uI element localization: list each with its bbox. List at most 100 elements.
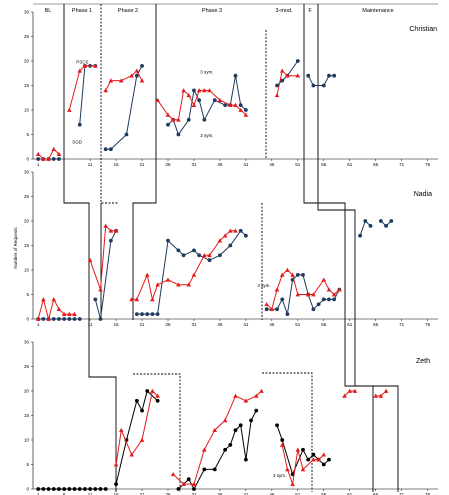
data-point — [233, 428, 238, 433]
data-point — [306, 457, 311, 462]
data-point — [166, 122, 170, 127]
data-point — [207, 253, 212, 258]
x-tick-label: 16 — [114, 162, 120, 167]
data-point — [41, 297, 46, 302]
data-point — [202, 467, 207, 472]
data-point — [331, 292, 337, 297]
data-point — [36, 157, 41, 161]
data-point — [150, 297, 155, 302]
data-point — [295, 59, 300, 63]
x-tick-label: 61 — [347, 322, 353, 327]
y-tick-label: 15 — [24, 83, 30, 88]
y-tick-label: 5 — [26, 292, 29, 297]
data-point — [223, 103, 228, 107]
plot-area — [33, 172, 438, 319]
x-tick-label: 76 — [425, 162, 431, 167]
data-point — [197, 98, 202, 103]
data-point — [238, 107, 243, 112]
data-point — [197, 253, 202, 258]
data-point — [170, 472, 176, 477]
data-point — [67, 317, 72, 321]
data-point — [129, 452, 134, 457]
data-point — [269, 306, 275, 312]
x-tick-label: 6 — [63, 492, 66, 495]
data-point — [113, 462, 119, 467]
data-point — [192, 248, 196, 253]
x-tick-label: 26 — [165, 492, 171, 495]
y-axis-label: Number of Requests — [13, 227, 18, 269]
data-point — [191, 102, 197, 107]
data-point — [233, 73, 238, 78]
data-point — [51, 317, 56, 321]
x-tick-label: 51 — [295, 162, 301, 167]
data-point — [67, 107, 72, 112]
data-point — [253, 393, 259, 398]
data-point — [57, 487, 61, 491]
data-point — [67, 311, 72, 316]
phase-label-f: F — [308, 8, 312, 14]
data-point — [243, 108, 248, 112]
data-point — [155, 97, 160, 103]
data-point — [93, 297, 98, 302]
series-line — [115, 390, 158, 485]
y-tick-label: 20 — [24, 59, 30, 64]
data-point — [212, 98, 217, 103]
y-tick-label: 10 — [24, 108, 30, 113]
annotation: 3 sym. — [200, 133, 213, 138]
data-point — [57, 317, 61, 321]
phase-change-line — [133, 373, 181, 492]
data-point — [155, 312, 160, 316]
y-tick-label: 25 — [24, 364, 30, 369]
x-tick-label: 76 — [425, 492, 431, 495]
y-tick-label: 5 — [26, 132, 29, 137]
x-tick-label: 1 — [37, 162, 40, 167]
data-point — [222, 233, 228, 238]
data-point — [77, 487, 82, 491]
data-point — [342, 393, 347, 398]
x-tick-label: 31 — [191, 162, 197, 167]
data-point — [290, 272, 295, 277]
data-point — [347, 388, 353, 393]
data-point — [61, 311, 67, 316]
data-point — [243, 398, 249, 403]
x-tick-label: 31 — [191, 492, 197, 495]
data-point — [103, 487, 108, 491]
data-point — [321, 462, 326, 467]
data-point — [103, 147, 108, 152]
y-tick-label: 0 — [26, 157, 29, 162]
data-point — [140, 312, 144, 316]
data-point — [238, 228, 243, 233]
x-tick-label: 21 — [140, 492, 146, 495]
data-point — [181, 481, 186, 486]
annotation: PSCS — [76, 59, 88, 64]
data-point — [98, 287, 103, 292]
data-point — [88, 487, 93, 491]
data-point — [41, 317, 46, 321]
y-tick-label: 15 — [24, 413, 30, 418]
data-point — [254, 408, 259, 413]
data-point — [93, 487, 98, 491]
data-point — [378, 393, 384, 398]
data-point — [327, 297, 331, 302]
participant-zeth: Zeth — [416, 358, 430, 365]
data-point — [332, 73, 337, 78]
data-point — [243, 457, 248, 462]
phase-change-line — [317, 203, 356, 386]
phase-change-line — [262, 372, 313, 492]
data-point — [305, 292, 311, 297]
x-tick-label: 51 — [295, 492, 301, 495]
x-tick-label: 51 — [295, 322, 301, 327]
data-point — [165, 277, 171, 282]
data-point — [275, 307, 279, 312]
data-point — [56, 151, 62, 156]
data-point — [98, 487, 103, 491]
x-tick-label: 61 — [347, 162, 353, 167]
data-point — [155, 282, 160, 287]
series-line — [172, 390, 262, 485]
annotation: 3 sym. — [257, 283, 270, 288]
data-point — [306, 73, 311, 78]
data-point — [46, 156, 51, 161]
data-point — [243, 112, 249, 117]
data-point — [145, 312, 150, 316]
data-point — [144, 272, 150, 277]
